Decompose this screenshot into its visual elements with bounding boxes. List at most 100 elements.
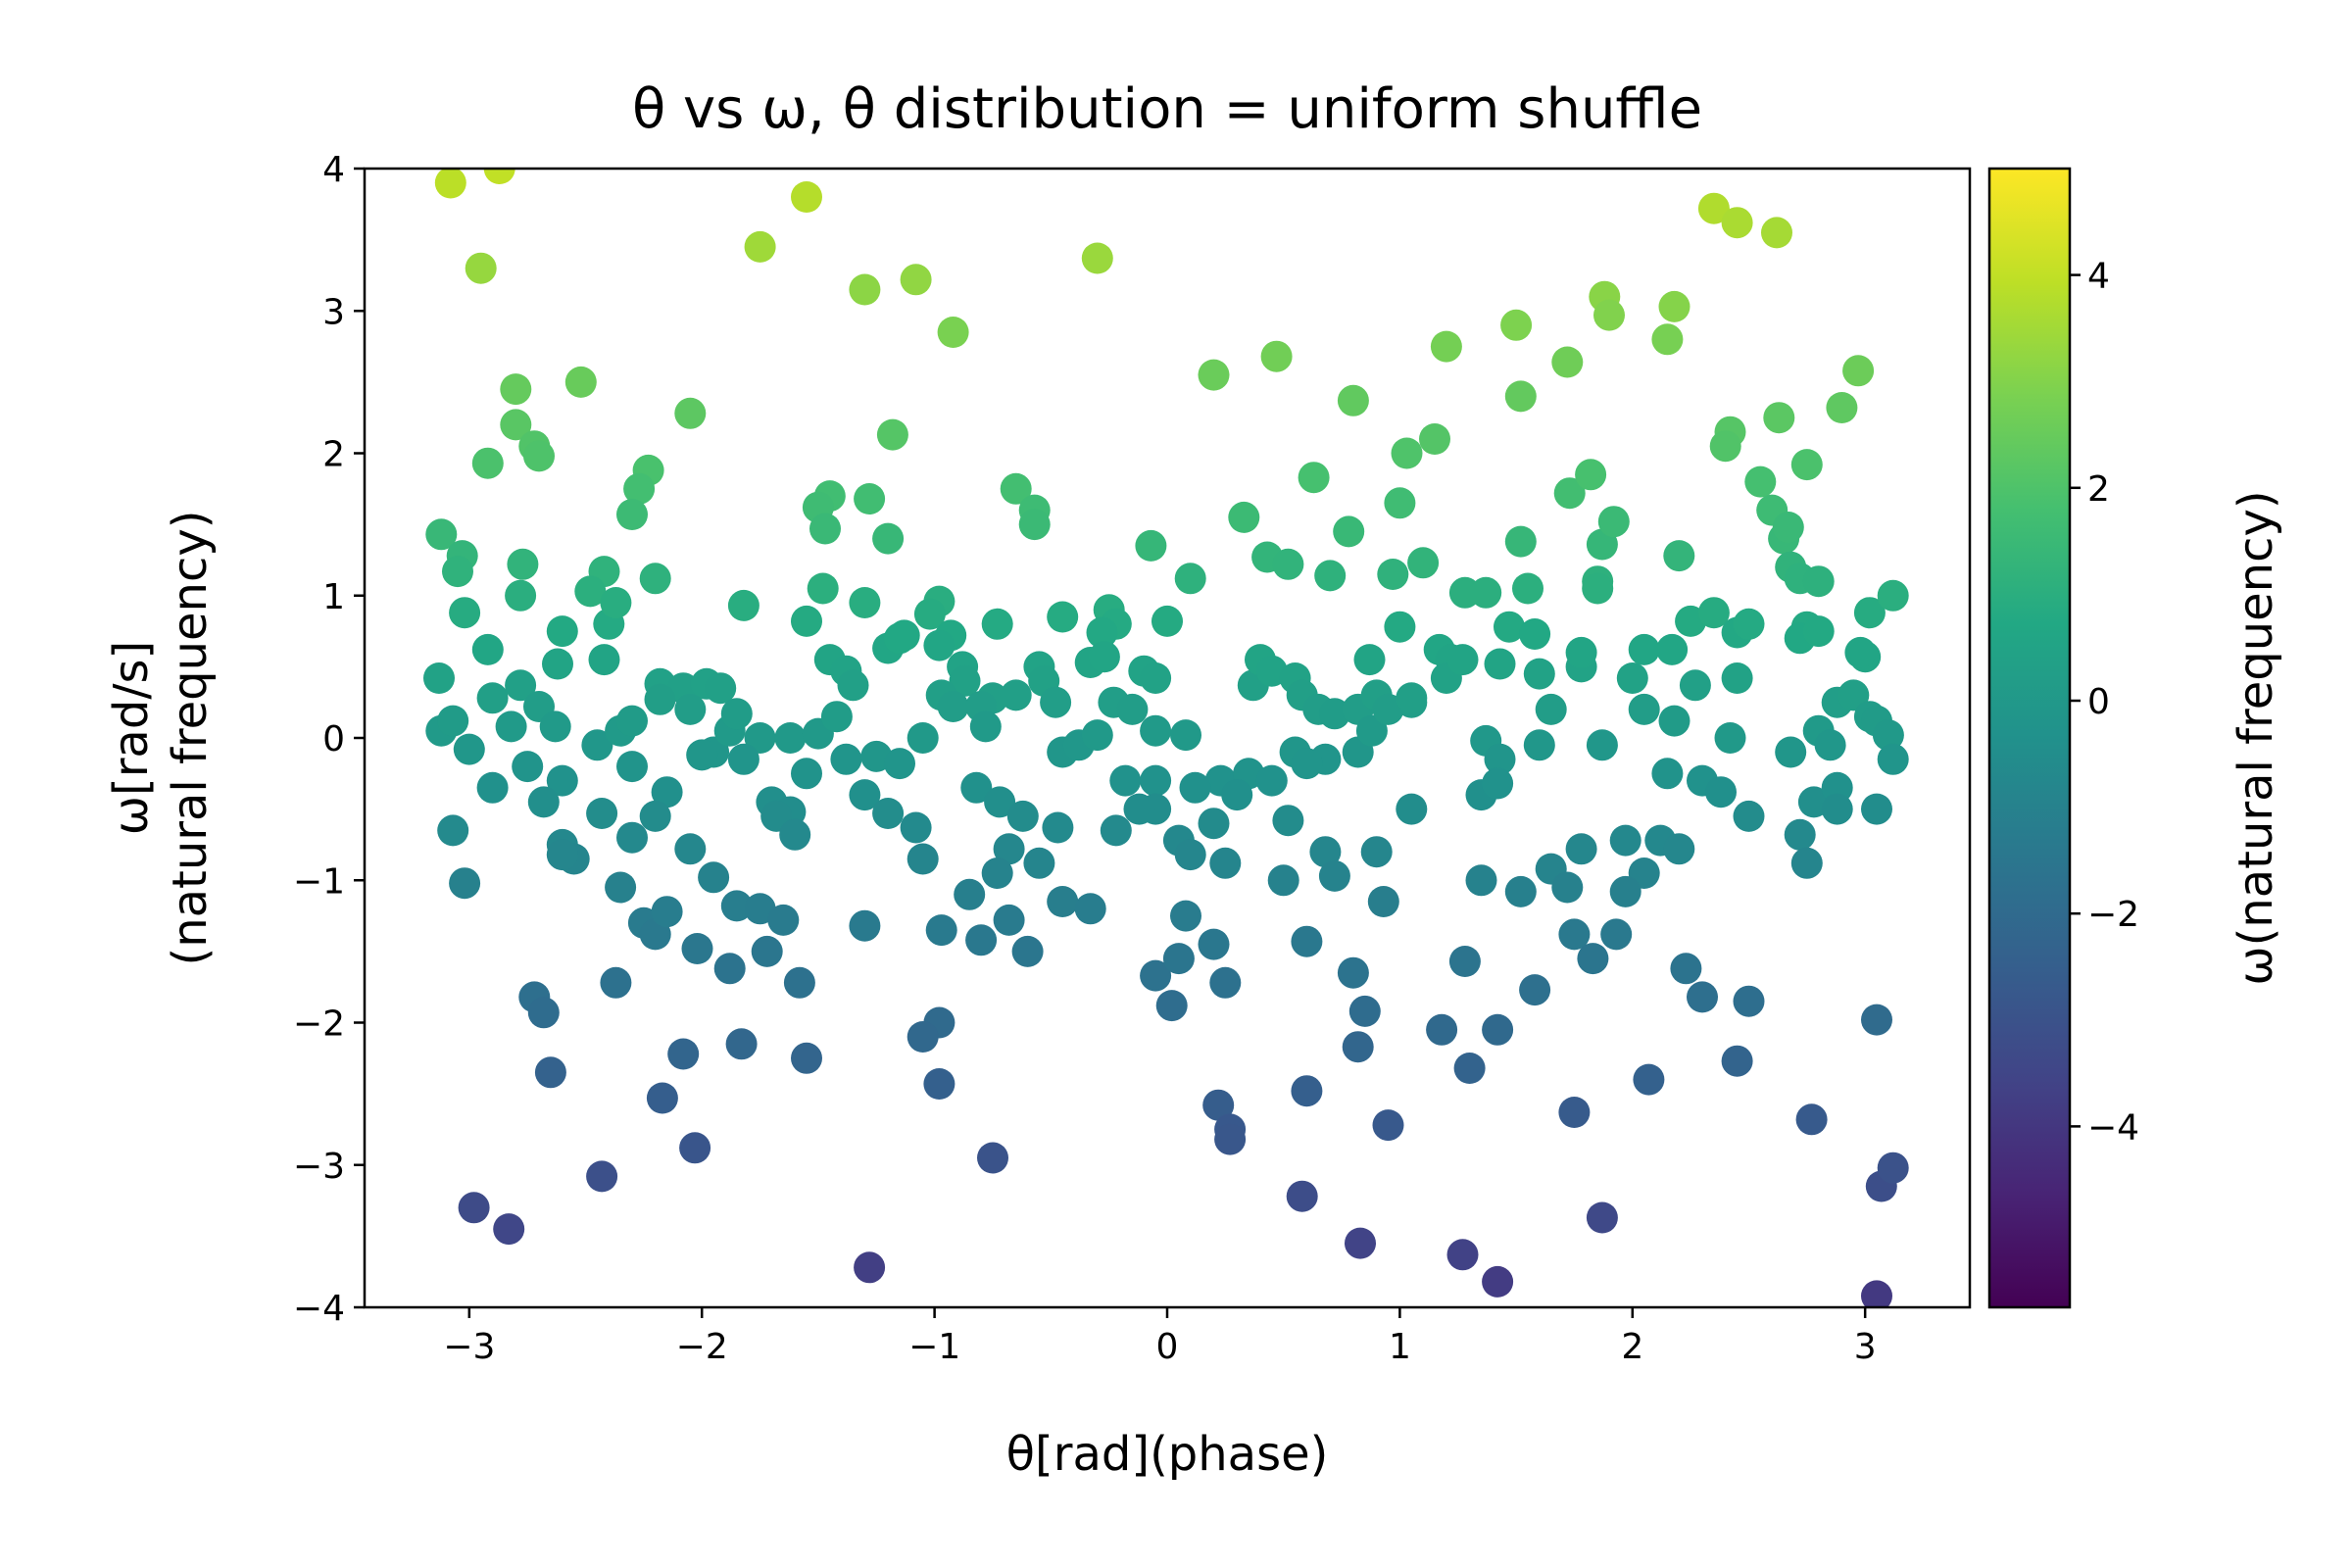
data-point [1318,698,1350,730]
data-point [1286,1180,1318,1212]
data-point [1482,1013,1514,1046]
data-point [720,890,753,922]
data-point [727,589,760,621]
data-point [1721,207,1753,239]
data-point [1081,242,1113,274]
y-tick-label: 2 [322,435,345,475]
y-tick-label: 0 [322,719,345,760]
data-point [1123,793,1155,825]
x-axis-ticks: −3 −2 −1 0 1 2 3 [443,1307,1877,1367]
data-point [651,896,683,928]
data-point [1221,779,1253,811]
data-point [1651,323,1684,356]
data-point [809,513,841,545]
data-point [1318,859,1350,892]
data-point [1714,722,1746,754]
data-point [449,597,481,629]
data-point [546,764,578,797]
data-point [1504,525,1537,558]
data-point [705,672,737,705]
data-point [1658,290,1690,322]
data-point [1861,1280,1892,1307]
data-point [1733,608,1765,640]
data-point [923,629,956,662]
data-point [725,1028,758,1060]
y-axis-label-line1: ω[rad/s] [104,641,159,835]
data-point [686,739,718,771]
data-point [854,1251,886,1284]
data-point [1100,814,1132,847]
data-point [1519,618,1551,650]
data-point [1272,805,1304,837]
colorbar-label: ω(natural frequency) [2229,490,2283,985]
data-point [849,779,881,811]
data-point [471,447,504,479]
data-point [1291,748,1323,780]
data-point [1309,836,1342,868]
data-point [923,1068,956,1100]
data-point [1784,818,1816,851]
data-point [1407,547,1440,579]
data-point [1663,540,1695,572]
data-point [1202,1089,1235,1121]
x-tick-label: −1 [908,1327,960,1367]
data-point [1391,437,1423,469]
colorbar-tick-label: −2 [2087,895,2139,935]
data-point [1814,729,1846,761]
colorbar-tick-label: 0 [2087,682,2110,722]
data-point [913,598,946,630]
data-point [1000,472,1032,505]
data-point [1140,662,1172,694]
data-point [449,867,481,900]
data-point [960,771,993,804]
data-point [1586,729,1618,761]
data-point [1484,743,1516,775]
data-point [1333,515,1365,548]
x-tick-label: 3 [1854,1327,1877,1367]
data-point [471,633,504,665]
data-point [1838,679,1870,711]
data-point [1519,974,1551,1006]
data-point [588,644,620,676]
data-point [1877,579,1909,612]
data-point [1152,605,1183,637]
data-point [744,722,776,754]
data-point [505,669,537,702]
data-point [1214,1123,1247,1155]
data-point [1565,636,1597,668]
data-point [1367,886,1399,917]
data-point [1482,767,1514,800]
data-point [1384,611,1416,643]
y-tick-label: −1 [293,861,345,902]
data-point [1656,633,1689,665]
data-point [1348,995,1381,1027]
data-point [437,814,469,847]
data-point [1260,340,1293,372]
x-tick-label: 2 [1621,1327,1643,1367]
data-point [1140,959,1172,992]
data-point [1088,641,1120,673]
data-point [1011,935,1044,967]
data-point [1482,1265,1514,1298]
data-point [981,858,1013,889]
data-point [1198,359,1230,391]
data-point [1355,714,1388,747]
data-point [984,786,1016,818]
data-point [791,758,822,790]
data-point [1042,811,1074,844]
data-point [1663,833,1695,865]
data-point [1337,384,1369,416]
data-point [837,669,869,702]
data-point [1162,943,1195,975]
colorbar [1987,167,2072,1309]
data-point [1353,644,1386,676]
data-point [1853,597,1886,629]
data-point [1465,864,1497,897]
data-point [1795,1103,1828,1136]
data-point [1086,616,1118,649]
data-point [1844,636,1877,668]
data-point [791,1042,822,1074]
data-point [1697,192,1730,224]
data-point [981,608,1013,640]
